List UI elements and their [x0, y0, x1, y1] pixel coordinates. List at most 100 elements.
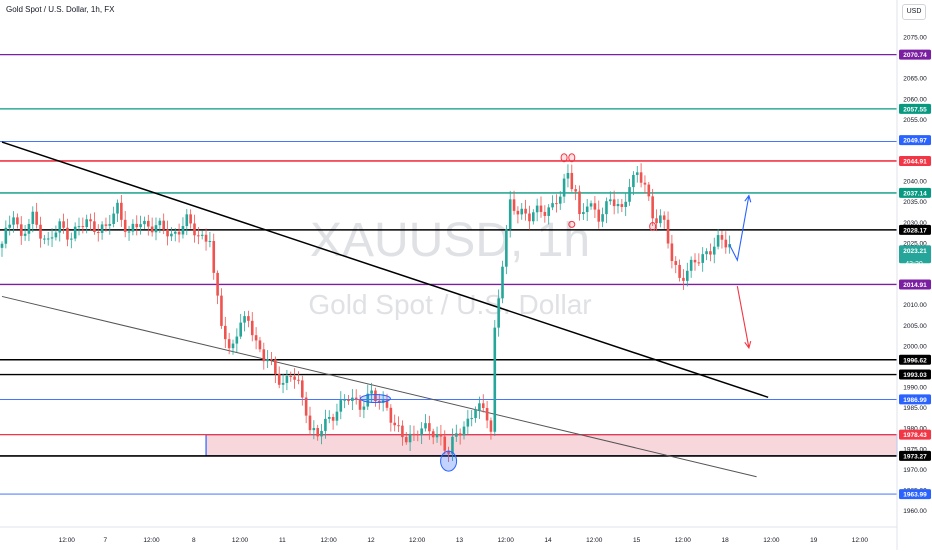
- candle-94: [362, 400, 366, 419]
- candle-19: [73, 222, 77, 242]
- candle-body-37: [143, 220, 146, 225]
- price-tick-2: 2060.00: [903, 96, 927, 103]
- candle-body-38: [147, 220, 150, 227]
- ellipse-1[interactable]: [440, 450, 458, 472]
- candle-body-92: [354, 397, 358, 400]
- ellipse-5[interactable]: [649, 221, 657, 231]
- candle-body-50: [193, 223, 196, 236]
- candle-body-2: [8, 224, 11, 228]
- ellipse-2[interactable]: [560, 153, 568, 163]
- candle-body-155: [597, 209, 601, 222]
- candle-183: [705, 248, 708, 261]
- candle-67: [258, 336, 262, 353]
- time-tick-2: 12:00: [143, 537, 160, 544]
- candle-46: [177, 223, 181, 243]
- candle-122: [470, 410, 473, 427]
- ellipse-4[interactable]: [568, 220, 576, 228]
- candle-5: [19, 216, 23, 245]
- candle-25: [96, 224, 100, 242]
- time-tick-16: 12:00: [763, 537, 780, 544]
- price-tag-8: 2014.91: [903, 282, 927, 289]
- projection-path-0[interactable]: [729, 195, 750, 262]
- projection-arrows[interactable]: [729, 194, 752, 350]
- price-tick-8: 2025.00: [903, 240, 927, 247]
- candle-38: [147, 214, 150, 236]
- price-tag-12: 1978.43: [903, 432, 927, 439]
- candle-body-45: [173, 231, 177, 234]
- price-tick-10: 2005.00: [903, 323, 927, 330]
- candle-145: [558, 191, 562, 210]
- time-tick-10: 12:00: [498, 537, 515, 544]
- projection-path-1[interactable]: [736, 286, 750, 349]
- candle-1: [4, 220, 8, 249]
- candle-body-138: [532, 212, 535, 222]
- candle-116: [447, 446, 450, 462]
- candle-body-13: [50, 237, 54, 239]
- candle-66: [254, 327, 258, 350]
- candle-body-60: [231, 343, 235, 349]
- candle-body-44: [170, 233, 173, 237]
- candle-body-86: [331, 416, 335, 421]
- candle-body-141: [543, 211, 547, 216]
- candle-body-156: [601, 214, 604, 222]
- price-tag-4: 2044.91: [903, 158, 927, 165]
- candle-23: [89, 213, 92, 231]
- candle-body-23: [89, 219, 92, 222]
- candle-72: [277, 366, 281, 389]
- candle-body-70: [270, 359, 273, 361]
- candle-body-39: [150, 226, 154, 233]
- candle-56: [216, 270, 219, 305]
- candle-body-106: [408, 433, 412, 443]
- candle-95: [366, 384, 370, 410]
- candle-body-3: [12, 217, 15, 225]
- candle-body-176: [678, 264, 681, 278]
- candle-body-78: [301, 380, 304, 398]
- candle-97: [374, 387, 377, 407]
- candle-106: [408, 425, 412, 451]
- candle-body-72: [277, 374, 281, 385]
- time-axis[interactable]: 12:00 7 12:00 8 12:00 11 12:00 12 12:00 13 12:00 14…: [59, 537, 869, 544]
- highlight-ellipses[interactable]: [359, 153, 657, 472]
- trendline-1[interactable]: [1, 295, 757, 478]
- price-tag-bg-0: [899, 49, 931, 60]
- candle-130: [501, 260, 504, 304]
- price-tag-1: 2057.55: [903, 106, 927, 113]
- ellipse-3[interactable]: [568, 153, 576, 163]
- candle-body-69: [266, 359, 269, 362]
- candle-body-125: [481, 403, 485, 409]
- candle-178: [686, 262, 689, 287]
- candle-body-21: [81, 226, 85, 228]
- trendlines[interactable]: [1, 141, 769, 478]
- candle-body-58: [224, 325, 227, 340]
- candle-103: [397, 416, 400, 433]
- price-tag-bg-7: [899, 245, 931, 264]
- demand-zone[interactable]: [205, 434, 898, 457]
- ellipse-0[interactable]: [359, 394, 391, 404]
- candle-60: [231, 339, 235, 355]
- candle-152: [585, 198, 589, 221]
- horizontal-levels[interactable]: [0, 53, 897, 495]
- zone-rect[interactable]: [205, 434, 898, 457]
- candle-body-46: [177, 231, 181, 235]
- candle-121: [466, 409, 470, 435]
- candle-body-95: [366, 393, 370, 407]
- candle-179: [689, 256, 693, 278]
- candle-111: [428, 415, 431, 440]
- candle-body-53: [204, 234, 208, 242]
- candle-142: [547, 204, 550, 225]
- candle-body-112: [431, 431, 435, 438]
- candle-body-91: [351, 397, 354, 402]
- price-tag-bg-10: [899, 369, 931, 380]
- candle-149: [574, 184, 577, 201]
- candle-body-94: [362, 406, 366, 410]
- candle-174: [670, 234, 674, 269]
- candle-body-27: [104, 224, 108, 226]
- candle-14: [54, 225, 58, 241]
- candle-body-84: [324, 418, 327, 431]
- trendline-0[interactable]: [1, 141, 769, 399]
- currency-button[interactable]: USD: [902, 4, 926, 20]
- candle-134: [516, 206, 520, 224]
- candle-141: [543, 205, 547, 223]
